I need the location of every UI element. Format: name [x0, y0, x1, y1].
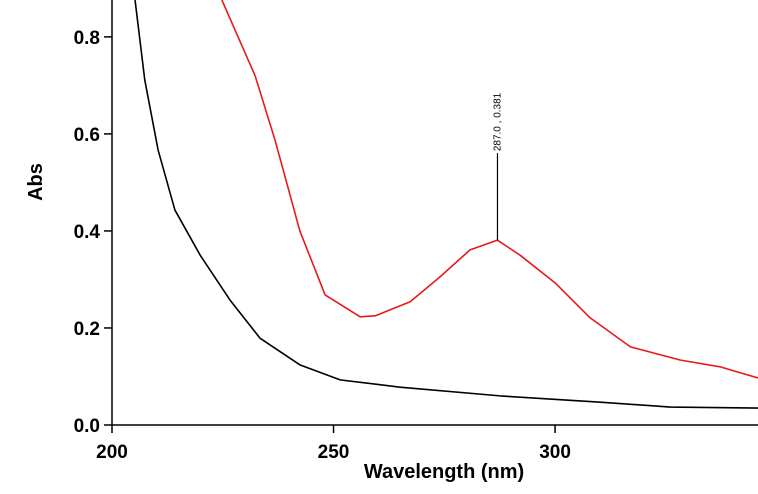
x-axis-label: Wavelength (nm)	[364, 461, 524, 483]
spectrum-line	[221, 0, 758, 379]
plot-area	[134, 0, 758, 409]
spectrum-line	[134, 0, 758, 409]
y-tick-label: 0.2	[74, 319, 100, 340]
y-tick-label: 0.8	[74, 28, 100, 49]
y-tick-label: 0.0	[74, 416, 100, 437]
x-tick-label: 300	[539, 442, 571, 463]
annotation-label: 287.0 , 0.381	[492, 92, 503, 151]
x-tick-label: 200	[96, 442, 128, 463]
y-axis-label: Abs	[25, 163, 47, 201]
x-tick-label: 250	[318, 442, 350, 463]
y-tick-label: 0.4	[74, 222, 101, 243]
y-tick-label: 0.6	[74, 125, 100, 146]
